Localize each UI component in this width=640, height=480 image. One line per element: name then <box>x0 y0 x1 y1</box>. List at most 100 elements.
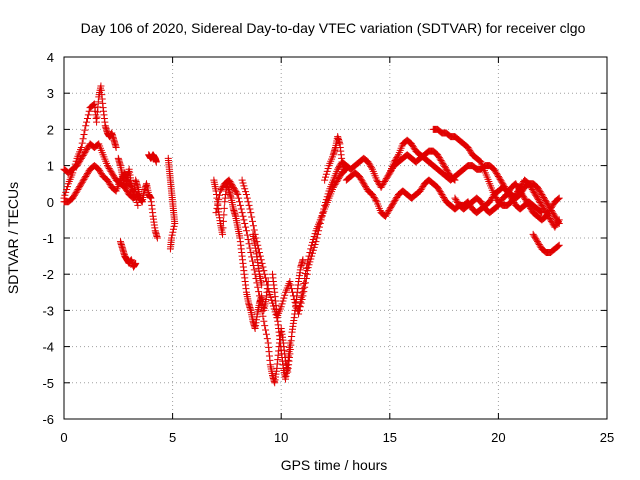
data-point <box>303 267 311 275</box>
data-point <box>385 170 393 178</box>
data-point <box>218 184 226 192</box>
data-point <box>104 178 112 186</box>
data-point <box>509 195 517 203</box>
data-point <box>538 201 546 209</box>
data-point <box>504 189 512 197</box>
data-point <box>368 191 376 199</box>
y-axis-label: SDTVAR / TECUs <box>5 182 21 294</box>
data-point <box>72 188 80 196</box>
data-point <box>416 187 424 195</box>
data-point <box>321 176 329 184</box>
data-point <box>386 205 394 213</box>
y-tick-label: -2 <box>42 267 54 282</box>
data-point <box>322 199 330 207</box>
data-point <box>295 306 303 314</box>
data-point <box>250 226 258 234</box>
data-point <box>255 292 263 300</box>
data-point <box>242 227 250 235</box>
data-point <box>533 238 541 246</box>
data-point <box>297 293 305 301</box>
data-point <box>532 191 540 199</box>
data-point <box>539 192 547 200</box>
data-point <box>546 206 554 214</box>
data-point <box>305 261 313 269</box>
data-point <box>531 190 539 198</box>
data-point <box>551 212 559 220</box>
data-point <box>249 217 257 225</box>
data-point <box>70 191 78 199</box>
data-point <box>441 164 449 172</box>
data-point <box>213 204 221 212</box>
data-point <box>418 184 426 192</box>
data-point <box>280 294 288 302</box>
data-point <box>104 163 112 171</box>
data-point <box>512 180 520 188</box>
data-point <box>103 176 111 184</box>
data-point <box>73 187 81 195</box>
data-point <box>311 241 319 249</box>
data-point <box>96 167 104 175</box>
data-point <box>356 174 364 182</box>
data-point <box>478 199 486 207</box>
data-point <box>365 159 373 167</box>
data-point <box>264 285 272 293</box>
data-point <box>547 216 555 224</box>
data-point <box>324 190 332 198</box>
data-point <box>288 285 296 293</box>
data-point <box>248 213 256 221</box>
data-point <box>304 264 312 272</box>
data-point <box>79 151 87 159</box>
grid <box>64 57 607 419</box>
data-point <box>108 169 116 177</box>
data-point <box>256 297 264 305</box>
data-point <box>515 185 523 193</box>
data-point <box>320 205 328 213</box>
data-point <box>301 283 309 291</box>
data-point <box>465 145 473 153</box>
data-point <box>371 195 379 203</box>
data-point <box>517 188 525 196</box>
data-point <box>520 194 528 202</box>
data-point <box>494 171 502 179</box>
data-point <box>212 209 220 217</box>
data-point <box>241 220 249 228</box>
data-point <box>319 209 327 217</box>
data-point <box>279 297 287 305</box>
data-point <box>384 172 392 180</box>
data-point <box>69 194 77 202</box>
data-point <box>243 194 251 202</box>
data-point <box>80 150 88 158</box>
data-point <box>361 183 369 191</box>
y-tick-label: 2 <box>47 122 54 137</box>
y-tick-label: 3 <box>47 86 54 101</box>
x-tick-label: 0 <box>60 430 67 445</box>
data-point <box>242 191 250 199</box>
data-point <box>299 292 307 300</box>
data-point <box>266 290 274 298</box>
data-point <box>438 158 446 166</box>
data-point <box>292 301 300 309</box>
data-point <box>548 202 556 210</box>
data-point <box>255 288 263 296</box>
y-tick-label: -5 <box>42 376 54 391</box>
data-point <box>259 312 267 320</box>
data-point <box>63 185 71 193</box>
y-tick-label: -4 <box>42 340 54 355</box>
data-point <box>439 159 447 167</box>
data-point <box>383 173 391 181</box>
data-point <box>309 246 317 254</box>
data-point <box>551 223 559 231</box>
data-point <box>245 201 253 209</box>
data-point <box>541 196 549 204</box>
data-point <box>539 203 547 211</box>
data-point <box>77 154 85 162</box>
data-point <box>524 200 532 208</box>
data-point <box>77 181 85 189</box>
data-point <box>340 165 348 173</box>
data-point <box>388 201 396 209</box>
plot-frame <box>63 56 608 420</box>
axis-ticks: 0 5 10 15 20 25 -6 -5 -4 -3 -2 -1 0 1 2 3 4 <box>42 50 614 445</box>
data-point <box>71 190 79 198</box>
data-point <box>220 211 228 219</box>
data-point <box>278 300 286 308</box>
